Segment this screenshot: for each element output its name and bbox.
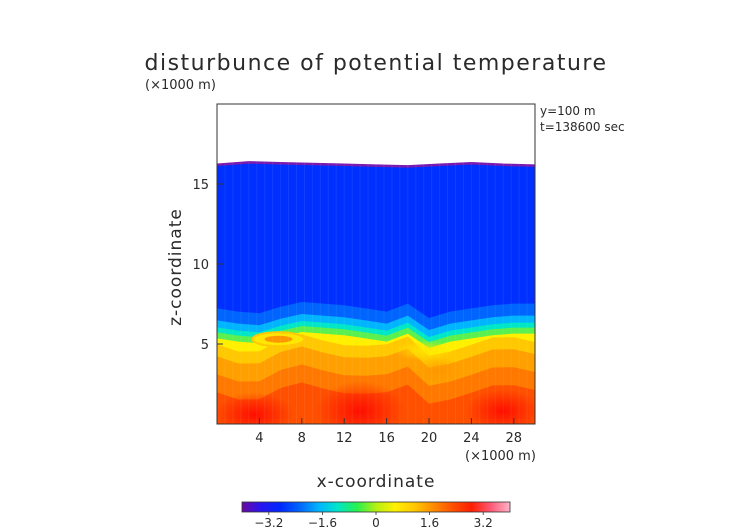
x-axis-unit: (×1000 m) <box>465 449 536 464</box>
colorbar-tick-label: 0 <box>372 516 380 530</box>
x-tick-label: 24 <box>463 431 480 446</box>
colorbar-tick-label: −3.2 <box>254 516 283 530</box>
y-axis-unit: (×1000 m) <box>145 78 216 93</box>
y-tick-label: 15 <box>192 178 209 193</box>
warm-spot <box>413 357 466 386</box>
colorbar <box>241 501 511 513</box>
colorbar-ticks: −3.2 −1.6 0 1.6 3.2 <box>254 512 493 530</box>
x-tick-label: 20 <box>421 431 438 446</box>
hot-spot-right <box>465 389 535 424</box>
y-tick-label: 10 <box>192 258 209 273</box>
x-tick-label: 4 <box>255 431 263 446</box>
annotation-time: t=138600 sec <box>540 120 625 134</box>
x-tick-label: 8 <box>298 431 306 446</box>
colorbar-tick-label: 1.6 <box>420 516 439 530</box>
hot-spot-center <box>315 381 406 424</box>
x-axis-label: x-coordinate <box>317 472 436 492</box>
y-axis: 5 10 15 <box>192 178 223 353</box>
warm-bubble-core <box>264 335 293 343</box>
model-top-line <box>217 161 535 168</box>
x-tick-label: 28 <box>506 431 523 446</box>
above-domain-region <box>217 104 535 167</box>
x-tick-label: 16 <box>378 431 395 446</box>
yellow-spot <box>393 340 454 361</box>
chart-title: disturbunce of potential temperature <box>145 51 608 76</box>
temperature-field <box>217 104 535 424</box>
hot-spot-left <box>217 392 295 424</box>
x-tick-label: 12 <box>336 431 353 446</box>
y-tick-label: 5 <box>201 338 209 353</box>
y-axis-label: z-coordinate <box>166 208 186 326</box>
colorbar-tick-label: 3.2 <box>474 516 493 530</box>
annotation-y-position: y=100 m <box>540 104 596 118</box>
colorbar-tick-label: −1.6 <box>308 516 337 530</box>
x-axis: 4 8 12 16 20 24 28 <box>255 418 522 446</box>
